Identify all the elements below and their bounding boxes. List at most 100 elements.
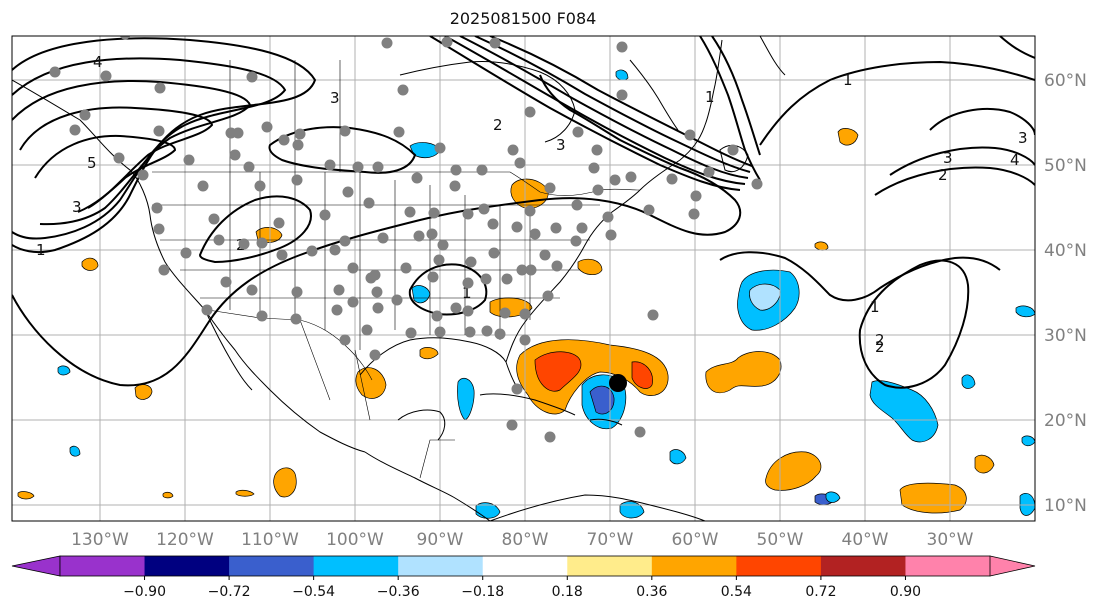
station-dot xyxy=(433,254,445,266)
shaded-anomaly-areas xyxy=(17,69,1035,519)
colorbar-swatch xyxy=(482,556,568,576)
shade-orange-18 xyxy=(235,489,255,497)
station-dot xyxy=(571,199,583,211)
lon-label: 110°W xyxy=(241,530,299,550)
lon-label: 70°W xyxy=(587,530,634,550)
map-frame xyxy=(11,35,1036,522)
border-central-am xyxy=(419,439,455,479)
colorbar-tick-label: −0.36 xyxy=(377,584,420,600)
contour-west-1 xyxy=(12,37,317,254)
station-dot xyxy=(625,171,637,183)
lon-label: 40°W xyxy=(842,530,889,550)
station-dot xyxy=(278,134,290,146)
station-dot xyxy=(413,230,425,242)
station-dot xyxy=(519,308,531,320)
shade-lightblue-14 xyxy=(825,491,841,503)
station-dot xyxy=(480,273,492,285)
station-dot xyxy=(751,178,763,190)
contour-label: 3 xyxy=(330,89,340,107)
station-dot xyxy=(153,223,165,235)
station-dot xyxy=(290,313,302,325)
station-dot xyxy=(727,144,739,156)
station-dot xyxy=(450,302,462,314)
station-dot xyxy=(243,161,255,173)
station-dot xyxy=(400,262,412,274)
shade-darkblue-blob xyxy=(589,385,615,415)
coastline-baja xyxy=(204,309,253,391)
station-dot xyxy=(393,126,405,138)
contour-labels: 4 5 3 1 2 3 1 2 3 1 3 2 1 2 3 4 1 2 xyxy=(36,53,1028,356)
shade-orange-12 xyxy=(837,128,859,146)
shade-red-blob-east xyxy=(631,361,653,389)
station-dot xyxy=(411,172,423,184)
station-dot xyxy=(481,325,493,337)
station-dot xyxy=(232,127,244,139)
contour-west-5 xyxy=(34,134,177,213)
map-background xyxy=(12,36,1035,521)
contour-greenland-1 xyxy=(699,36,761,181)
station-dot xyxy=(434,326,446,338)
station-dot xyxy=(449,180,461,192)
station-dot xyxy=(342,186,354,198)
colorbar-under-arrow xyxy=(11,555,61,577)
colorbar-frame xyxy=(59,555,991,577)
contour-atl-1 xyxy=(719,251,1001,302)
lon-label: 30°W xyxy=(927,530,974,550)
colorbar-tick-label: −0.18 xyxy=(461,584,504,600)
station-dot xyxy=(113,152,125,164)
station-dot xyxy=(365,272,377,284)
station-dot xyxy=(79,109,91,121)
station-dot xyxy=(703,166,715,178)
station-dots xyxy=(49,36,763,443)
colorbar-tick-label: −0.54 xyxy=(292,584,335,600)
station-dot xyxy=(229,149,241,161)
lat-label: 10°N xyxy=(1044,496,1087,516)
station-dot xyxy=(588,162,600,174)
colorbar-swatch xyxy=(820,556,906,576)
station-dot xyxy=(372,302,384,314)
longitude-labels: 130°W 120°W 110°W 100°W 90°W 80°W 70°W 6… xyxy=(71,530,974,550)
station-dot xyxy=(197,180,209,192)
station-dot xyxy=(276,249,288,261)
station-dot xyxy=(137,169,149,181)
station-dot xyxy=(544,182,556,194)
station-dot xyxy=(441,36,453,48)
contour-lines xyxy=(12,36,1035,389)
shade-orange-3 xyxy=(81,257,99,271)
shade-orange-9 xyxy=(899,482,967,514)
station-dot xyxy=(605,229,617,241)
station-dot xyxy=(542,290,554,302)
station-dot xyxy=(363,197,375,209)
contour-label: 2 xyxy=(493,116,503,134)
station-dot xyxy=(524,205,536,217)
map-title: 2025081500 F084 xyxy=(449,9,597,28)
station-dot xyxy=(529,228,541,240)
shade-orange-17 xyxy=(17,491,35,500)
station-dot xyxy=(476,164,488,176)
station-dot xyxy=(331,304,343,316)
colorbar-swatch xyxy=(398,556,484,576)
station-dot xyxy=(333,284,345,296)
station-dot xyxy=(294,128,306,140)
coastline-central-america xyxy=(364,451,491,521)
contour-greenland-2 xyxy=(711,36,761,156)
contour-jet-4 xyxy=(474,36,751,173)
contour-ne-2 xyxy=(889,146,1035,176)
station-dot xyxy=(69,124,81,136)
station-dot xyxy=(462,208,474,220)
station-dot xyxy=(428,207,440,219)
station-dot xyxy=(369,349,381,361)
station-dot xyxy=(246,71,258,83)
station-dot xyxy=(100,70,112,82)
station-dot xyxy=(602,211,614,223)
station-dot xyxy=(208,213,220,225)
border-us-mexico xyxy=(207,309,373,381)
contour-label: 2 xyxy=(875,338,885,356)
station-dot xyxy=(324,159,336,171)
station-dot xyxy=(519,334,531,346)
colorbar-swatch xyxy=(60,556,146,576)
station-dot xyxy=(151,202,163,214)
station-dot xyxy=(570,235,582,247)
lat-label: 60°N xyxy=(1044,71,1087,91)
contour-atl-2 xyxy=(759,60,1035,146)
